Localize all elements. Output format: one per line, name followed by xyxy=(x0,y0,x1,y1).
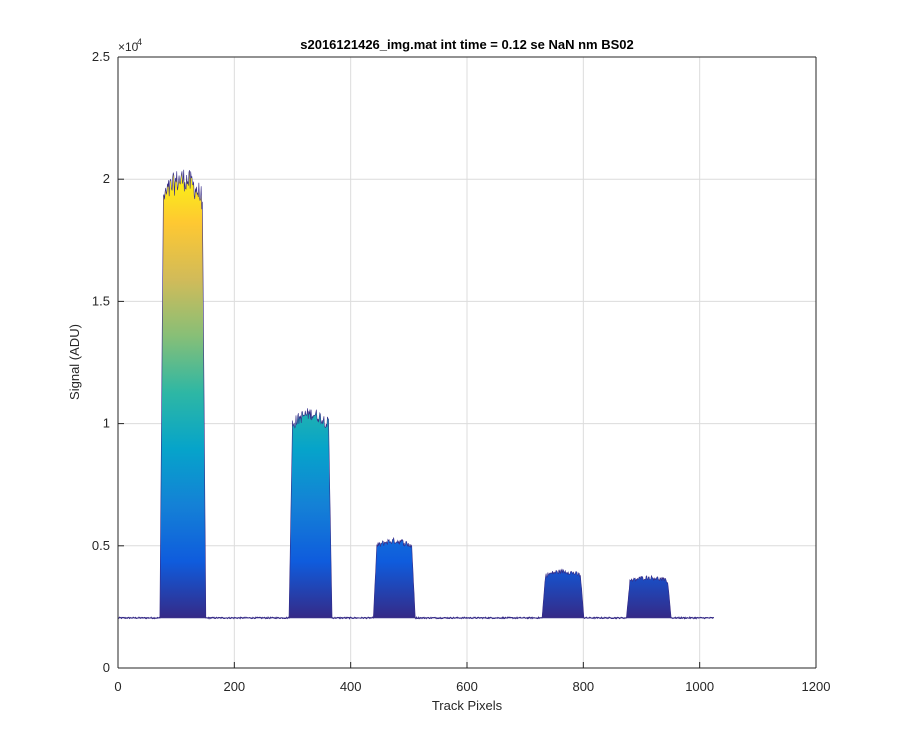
chart-title: s2016121426_img.mat int time = 0.12 se N… xyxy=(300,37,634,52)
signal-baseline xyxy=(118,616,714,620)
y-tick-label-5: 2.5 xyxy=(92,49,110,64)
axes xyxy=(117,56,817,669)
x-tick-labels: 0 200 400 600 800 1000 1200 xyxy=(114,679,830,694)
y-tick-labels: 0 0.5 1 1.5 2 2.5 xyxy=(92,49,110,675)
x-axis-label: Track Pixels xyxy=(432,698,503,713)
y-tick-label-3: 1.5 xyxy=(92,293,110,308)
series-group xyxy=(118,169,714,620)
x-tick-label-2: 400 xyxy=(340,679,362,694)
x-tick-label-5: 1000 xyxy=(685,679,714,694)
y-tick-label-4: 2 xyxy=(103,171,110,186)
y-tick-label-0: 0 xyxy=(103,660,110,675)
y-tick-label-2: 1 xyxy=(103,416,110,431)
y-axis-label: Signal (ADU) xyxy=(67,324,82,400)
y-tick-label-1: 0.5 xyxy=(92,538,110,553)
x-tick-label-4: 800 xyxy=(572,679,594,694)
x-tick-label-6: 1200 xyxy=(802,679,831,694)
y-exponent-power: 4 xyxy=(137,37,142,47)
x-tick-label-0: 0 xyxy=(114,679,121,694)
y-exponent-base: ×10 xyxy=(118,40,139,54)
x-tick-label-3: 600 xyxy=(456,679,478,694)
x-tick-label-1: 200 xyxy=(223,679,245,694)
